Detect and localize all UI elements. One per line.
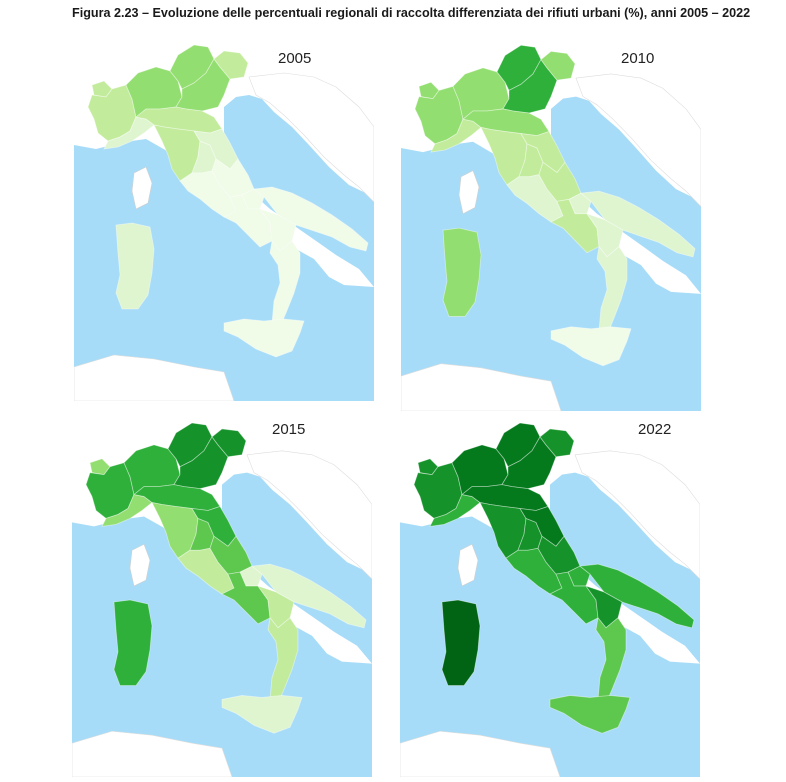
balkans-land bbox=[246, 450, 372, 580]
map-year-label: 2005 bbox=[278, 50, 312, 67]
italy-map-2005 bbox=[74, 37, 374, 401]
corsica bbox=[458, 170, 480, 215]
balkans-land bbox=[574, 450, 700, 580]
africa-land bbox=[74, 354, 235, 401]
region-puglia bbox=[579, 190, 696, 258]
region-sicilia bbox=[221, 695, 303, 734]
corsica bbox=[129, 543, 151, 587]
balkans-land bbox=[248, 72, 374, 203]
region-campania bbox=[223, 194, 273, 248]
map-panel-2005: 2005 bbox=[74, 37, 374, 401]
africa-land bbox=[400, 730, 561, 777]
region-sicilia bbox=[549, 695, 631, 734]
region-friuli bbox=[540, 50, 576, 81]
figure-title: Figura 2.23 – Evoluzione delle percentua… bbox=[72, 6, 751, 20]
region-puglia bbox=[578, 563, 695, 629]
map-panel-2022: 2022 bbox=[400, 415, 700, 777]
tyrrhenian-sea bbox=[401, 141, 701, 411]
italy-map-2022 bbox=[400, 415, 700, 777]
region-campania bbox=[549, 571, 599, 625]
map-year-label: 2010 bbox=[621, 50, 655, 67]
corsica bbox=[457, 543, 479, 587]
balkans-land bbox=[575, 73, 701, 207]
italy-map-2015 bbox=[72, 415, 372, 777]
region-sardegna bbox=[442, 227, 482, 317]
region-sardegna bbox=[113, 599, 153, 686]
corsica bbox=[131, 166, 153, 210]
italy-map-2010 bbox=[401, 37, 701, 411]
region-friuli bbox=[211, 428, 247, 458]
map-year-label: 2022 bbox=[638, 421, 672, 438]
region-sardegna bbox=[441, 599, 481, 686]
map-panel-2010: 2010 bbox=[401, 37, 701, 411]
region-friuli bbox=[213, 50, 249, 80]
region-campania bbox=[221, 571, 271, 625]
region-campania bbox=[550, 198, 600, 254]
africa-land bbox=[72, 730, 233, 777]
map-year-label: 2015 bbox=[272, 421, 306, 438]
map-panel-2015: 2015 bbox=[72, 415, 372, 777]
region-puglia bbox=[252, 186, 369, 252]
region-sicilia bbox=[223, 318, 305, 358]
region-sardegna bbox=[115, 222, 155, 310]
tyrrhenian-sea bbox=[400, 516, 700, 777]
tyrrhenian-sea bbox=[72, 516, 372, 777]
region-puglia bbox=[250, 563, 367, 629]
region-sicilia bbox=[550, 326, 632, 367]
region-friuli bbox=[539, 428, 575, 458]
tyrrhenian-sea bbox=[74, 139, 374, 401]
